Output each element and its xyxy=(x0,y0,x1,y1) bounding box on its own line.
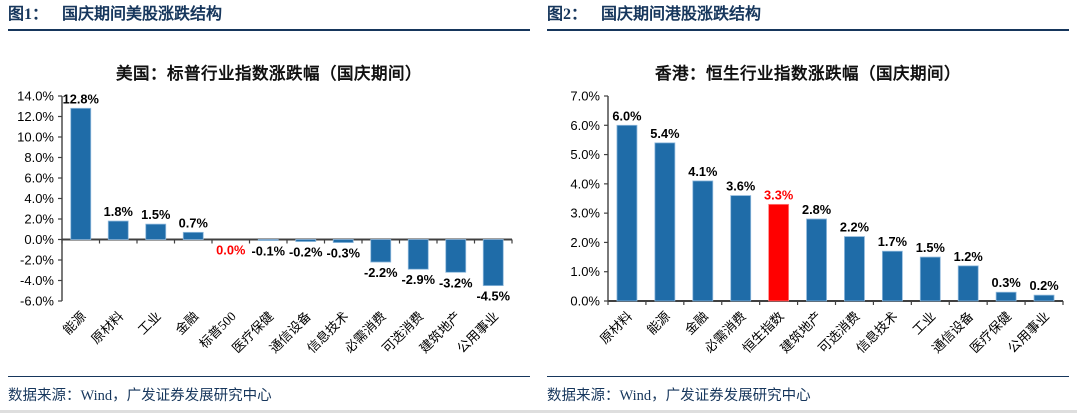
svg-text:能源: 能源 xyxy=(60,309,89,338)
svg-text:3.0%: 3.0% xyxy=(570,206,600,221)
svg-text:1.8%: 1.8% xyxy=(104,204,134,219)
svg-text:4.0%: 4.0% xyxy=(24,191,54,206)
figure1-title: 国庆期间美股涨跌结构 xyxy=(62,6,223,23)
figure2-title: 国庆期间港股涨跌结构 xyxy=(601,6,762,23)
svg-text:2.0%: 2.0% xyxy=(570,235,600,250)
svg-text:能源: 能源 xyxy=(644,309,673,338)
svg-text:-2.0%: -2.0% xyxy=(20,253,54,268)
svg-text:10.0%: 10.0% xyxy=(17,130,54,145)
us-sector-bar-chart: -6.0% -4.0% -2.0% 0.0% 2.0% 4.0% 6.0% 8.0% 10.0%… xyxy=(17,89,513,356)
svg-text:2.8%: 2.8% xyxy=(802,202,832,217)
svg-text:-4.0%: -4.0% xyxy=(20,273,54,288)
figure2-header: 图2： 国庆期间港股涨跌结构 xyxy=(547,0,1069,31)
panel-us-figure: 图1： 国庆期间美股涨跌结构 美国：标普行业指数涨跌幅（国庆期间） -6.0% -4… xyxy=(0,0,538,418)
figure2-source-note: 数据来源：Wind，广发证券发展研究中心 xyxy=(547,376,1069,405)
svg-text:0.7%: 0.7% xyxy=(179,215,209,230)
svg-text:1.7%: 1.7% xyxy=(878,234,908,249)
svg-text:5.0%: 5.0% xyxy=(570,147,600,162)
svg-text:原材料: 原材料 xyxy=(88,309,126,347)
svg-text:3.3%: 3.3% xyxy=(764,187,794,202)
svg-text:信息技术: 信息技术 xyxy=(853,309,900,356)
svg-text:公用事业: 公用事业 xyxy=(454,309,501,356)
svg-text:5.4%: 5.4% xyxy=(650,126,680,141)
svg-text:工业: 工业 xyxy=(135,309,164,338)
svg-text:金融: 金融 xyxy=(172,309,201,338)
svg-text:-0.2%: -0.2% xyxy=(289,245,323,260)
svg-text:0.3%: 0.3% xyxy=(992,275,1022,290)
svg-text:6.0%: 6.0% xyxy=(24,171,54,186)
svg-text:0.2%: 0.2% xyxy=(1029,278,1059,293)
hk-sector-bar-chart: 0.0% 1.0% 2.0% 3.0% 4.0% 5.0% 6.0% 7.0% 6.0% 原材料 5… xyxy=(570,89,1064,356)
svg-text:4.0%: 4.0% xyxy=(570,176,600,191)
svg-text:原材料: 原材料 xyxy=(597,309,635,347)
svg-text:-0.1%: -0.1% xyxy=(252,244,286,259)
panel-hk-figure: 图2： 国庆期间港股涨跌结构 香港：恒生行业指数涨跌幅（国庆期间） 0.0% 1.0… xyxy=(539,0,1077,418)
svg-text:12.0%: 12.0% xyxy=(17,109,54,124)
svg-text:0.0%: 0.0% xyxy=(570,294,600,309)
figure1-header: 图1： 国庆期间美股涨跌结构 xyxy=(8,0,530,31)
svg-text:-2.9%: -2.9% xyxy=(402,272,436,287)
figure2-label: 图2： xyxy=(547,6,588,23)
svg-text:1.0%: 1.0% xyxy=(570,264,600,279)
svg-text:公用事业: 公用事业 xyxy=(1005,309,1052,356)
svg-text:2.2%: 2.2% xyxy=(840,220,870,235)
svg-text:1.5%: 1.5% xyxy=(916,240,946,255)
svg-text:0.0%: 0.0% xyxy=(24,232,54,247)
svg-text:1.2%: 1.2% xyxy=(954,249,984,264)
figure1-label: 图1： xyxy=(8,6,49,23)
svg-text:1.5%: 1.5% xyxy=(141,207,171,222)
svg-text:4.1%: 4.1% xyxy=(688,164,718,179)
figure1-source-note: 数据来源：Wind，广发证券发展研究中心 xyxy=(8,376,530,405)
svg-text:-6.0%: -6.0% xyxy=(20,294,54,309)
svg-text:-0.3%: -0.3% xyxy=(327,246,361,261)
svg-text:工业: 工业 xyxy=(909,309,938,338)
svg-text:-2.2%: -2.2% xyxy=(364,265,398,280)
svg-text:-3.2%: -3.2% xyxy=(439,275,473,290)
us-chart-title: 美国：标普行业指数涨跌幅（国庆期间） xyxy=(116,64,422,83)
svg-text:金融: 金融 xyxy=(682,309,711,338)
svg-text:12.8%: 12.8% xyxy=(63,91,100,106)
svg-text:-4.5%: -4.5% xyxy=(477,289,511,304)
svg-text:6.0%: 6.0% xyxy=(570,118,600,133)
hk-chart-title: 香港：恒生行业指数涨跌幅（国庆期间） xyxy=(655,64,961,83)
page-bottom-divider xyxy=(0,410,1077,413)
svg-text:6.0%: 6.0% xyxy=(612,108,642,123)
svg-text:8.0%: 8.0% xyxy=(24,150,54,165)
svg-text:7.0%: 7.0% xyxy=(570,89,600,104)
svg-text:2.0%: 2.0% xyxy=(24,212,54,227)
svg-text:3.6%: 3.6% xyxy=(726,179,756,194)
svg-text:0.0%: 0.0% xyxy=(216,243,246,258)
svg-text:14.0%: 14.0% xyxy=(17,89,54,104)
